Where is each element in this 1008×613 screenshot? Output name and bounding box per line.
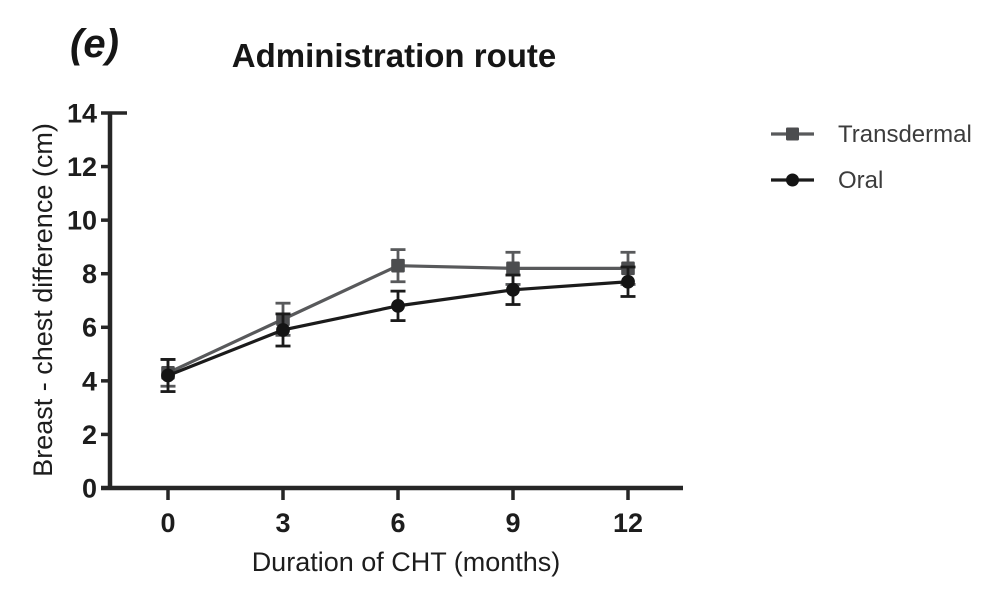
data-point-marker bbox=[506, 282, 520, 297]
y-tick-label: 10 bbox=[67, 206, 97, 236]
chart-title: Administration route bbox=[232, 37, 557, 74]
y-tick-label: 6 bbox=[82, 313, 97, 343]
data-point-marker bbox=[391, 298, 405, 313]
x-tick-label: 12 bbox=[613, 508, 643, 538]
x-axis-title: Duration of CHT (months) bbox=[252, 547, 561, 577]
plot-area: 0 2 4 6 8 10 12 14 0 3 6 9 12 bbox=[67, 98, 683, 538]
y-tick-label: 2 bbox=[82, 420, 97, 450]
legend-label-transdermal: Transdermal bbox=[838, 121, 972, 148]
data-point-marker bbox=[506, 261, 520, 276]
x-tick-label: 9 bbox=[505, 508, 520, 538]
legend: Transdermal Oral bbox=[771, 121, 972, 194]
x-tick-label: 6 bbox=[390, 508, 405, 538]
legend-marker-transdermal bbox=[771, 127, 814, 141]
x-tick-label: 0 bbox=[160, 508, 175, 538]
x-tick-label: 3 bbox=[275, 508, 290, 538]
legend-marker-oral bbox=[771, 173, 814, 187]
series-oral bbox=[160, 265, 636, 393]
panel-label: (e) bbox=[70, 22, 119, 66]
data-point-marker bbox=[161, 368, 175, 383]
oral-circle-icon bbox=[786, 173, 799, 187]
data-point-marker bbox=[276, 323, 290, 337]
transdermal-square-icon bbox=[786, 127, 799, 141]
y-tick-label: 8 bbox=[82, 259, 97, 289]
y-axis-title: Breast - chest difference (cm) bbox=[28, 123, 58, 477]
y-tick-label: 4 bbox=[82, 366, 97, 396]
legend-label-oral: Oral bbox=[838, 167, 883, 194]
y-tick-label: 14 bbox=[67, 98, 97, 128]
data-point-marker bbox=[391, 258, 405, 273]
data-point-marker bbox=[621, 274, 635, 289]
y-tick-label: 0 bbox=[82, 473, 97, 503]
y-tick-label: 12 bbox=[67, 152, 97, 182]
